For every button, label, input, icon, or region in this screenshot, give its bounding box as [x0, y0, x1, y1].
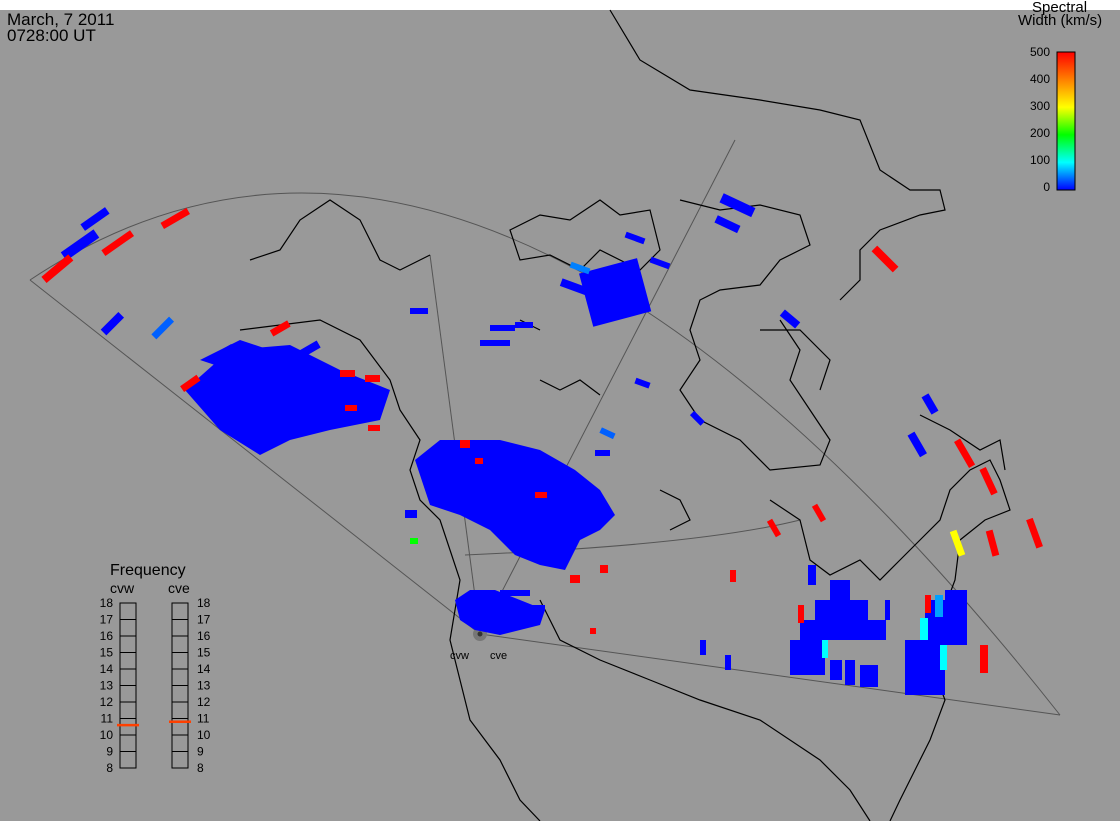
frequency-tick-cvw: 8	[106, 761, 113, 775]
frequency-box-cvw	[119, 701, 137, 719]
time-label: 0728:00 UT	[7, 26, 96, 45]
frequency-box-cve	[171, 685, 189, 703]
frequency-tick-cve: 12	[197, 695, 211, 709]
frequency-box-cvw	[119, 734, 137, 752]
frequency-scales: 18 17 16 15 14 13 12 11 10 9 8 18 17 16 15 14 13 12 11 10 9 8	[100, 596, 211, 775]
frequency-tick-cvw: 17	[100, 613, 114, 627]
frequency-box-cve	[171, 635, 189, 653]
frequency-box-cve	[171, 668, 189, 686]
frequency-box-cvw	[119, 685, 137, 703]
scatter-patch-arctic	[410, 193, 939, 458]
frequency-box-cve	[171, 701, 189, 719]
scatter-patch-central	[405, 440, 615, 570]
radar-sites: cvw cve	[450, 627, 507, 662]
legend-tick-200: 200	[1030, 126, 1050, 140]
frequency-tick-cvw: 9	[106, 745, 113, 759]
frequency-tick-cvw: 11	[101, 712, 114, 726]
fov-outline	[29, 139, 1061, 716]
radar-site-center	[477, 631, 483, 637]
frequency-tick-cvw: 10	[100, 728, 114, 742]
frequency-box-cve	[171, 734, 189, 752]
frequency-tick-cve: 15	[197, 646, 211, 660]
frequency-label-cve: cve	[168, 580, 190, 596]
legend-tick-400: 400	[1030, 72, 1050, 86]
frequency-tick-cve: 14	[197, 662, 211, 676]
date-label: March, 7 2011	[7, 10, 115, 29]
legend-tick-500: 500	[1030, 45, 1050, 59]
frequency-box-cve	[171, 751, 189, 769]
backscatter-returns	[41, 193, 1043, 695]
frequency-tick-cve: 10	[197, 728, 211, 742]
legend-tick-100: 100	[1030, 153, 1050, 167]
scatter-mid-width	[151, 261, 966, 670]
frequency-box-cvw	[119, 652, 137, 670]
radar-label-cvw: cvw	[450, 650, 469, 662]
frequency-box-cve	[171, 619, 189, 637]
frequency-box-cvw	[119, 619, 137, 637]
frequency-title: Frequency	[110, 562, 186, 579]
frequency-tick-cve: 16	[197, 629, 211, 643]
frequency-label-cvw: cvw	[110, 580, 135, 596]
frequency-box-cve	[171, 652, 189, 670]
frequency-box-cve	[171, 602, 189, 620]
legend-title-line2: Width (km/s)	[1018, 12, 1103, 29]
frequency-box-cvw	[119, 668, 137, 686]
frequency-tick-cve: 9	[197, 745, 204, 759]
frequency-tick-cvw: 18	[100, 596, 114, 610]
frequency-tick-cve: 8	[197, 761, 204, 775]
legend-title-line1: Spectral	[1032, 0, 1088, 16]
frequency-tick-cve: 13	[197, 679, 211, 693]
frequency-panel: Frequency cvw cve 1817161514131211109818…	[100, 562, 211, 775]
frequency-box-cvw	[119, 602, 137, 620]
scatter-patch-east	[700, 565, 967, 695]
frequency-box-cvw	[119, 718, 137, 736]
frequency-tick-cve: 17	[197, 613, 211, 627]
frequency-box-cvw	[119, 751, 137, 769]
frequency-tick-cvw: 14	[100, 662, 114, 676]
spectral-width-legend: 500 400 300 200 100 0	[1030, 45, 1076, 194]
scatter-patch-alaska	[60, 207, 390, 455]
frequency-tick-cvw: 16	[100, 629, 114, 643]
frequency-tick-cvw: 15	[100, 646, 114, 660]
radar-label-cve: cve	[490, 650, 507, 662]
frequency-tick-cve: 11	[197, 712, 210, 726]
frequency-tick-cvw: 13	[100, 679, 114, 693]
frequency-tick-cve: 18	[197, 596, 211, 610]
coastlines	[239, 9, 1011, 821]
legend-tick-300: 300	[1030, 99, 1050, 113]
scatter-patch-radar	[455, 590, 545, 635]
legend-tick-0: 0	[1043, 180, 1050, 194]
legend-color-bar	[1056, 51, 1076, 191]
frequency-box-cvw	[119, 635, 137, 653]
scatter-high-width	[41, 207, 1043, 673]
frequency-tick-cvw: 12	[100, 695, 114, 709]
